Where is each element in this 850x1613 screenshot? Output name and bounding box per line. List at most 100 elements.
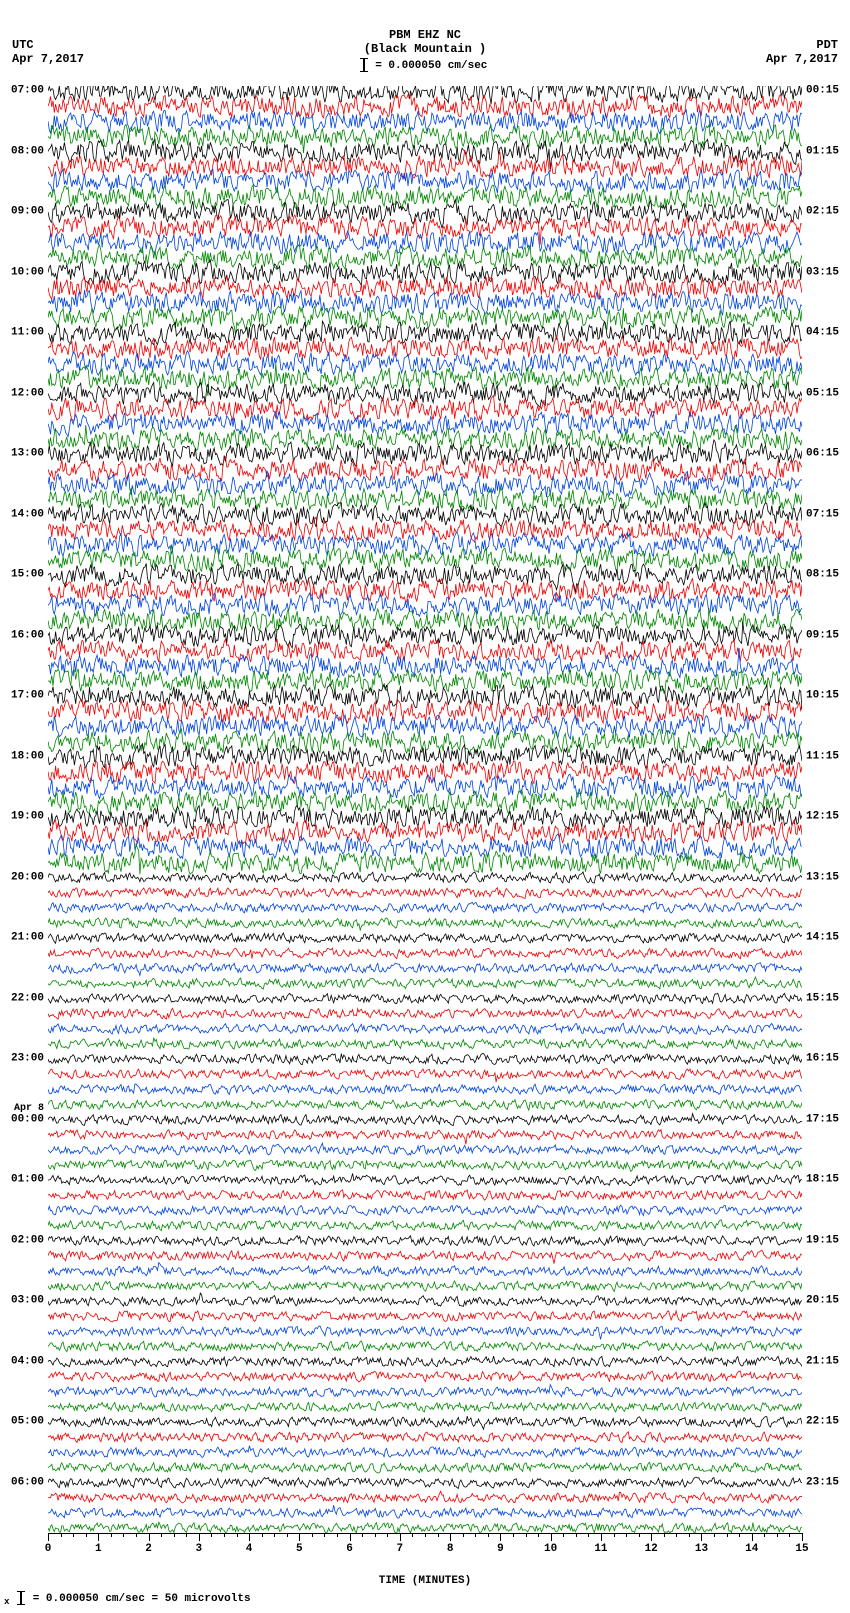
utc-hour-label: 19:00 — [0, 812, 44, 823]
x-minor-tick — [563, 1533, 564, 1537]
x-minor-tick — [475, 1533, 476, 1537]
x-minor-tick — [324, 1533, 325, 1537]
x-major-tick — [149, 1533, 150, 1541]
x-minor-tick — [86, 1533, 87, 1537]
x-tick-label: 15 — [795, 1543, 808, 1555]
utc-hour-label: 23:00 — [0, 1054, 44, 1065]
x-major-tick — [249, 1533, 250, 1541]
utc-hour-label: 15:00 — [0, 570, 44, 581]
x-minor-tick — [438, 1533, 439, 1537]
x-major-tick — [299, 1533, 300, 1541]
pdt-hour-label: 23:15 — [806, 1477, 850, 1488]
x-minor-tick — [73, 1533, 74, 1537]
pdt-hour-label: 21:15 — [806, 1356, 850, 1367]
pdt-hour-label: 19:15 — [806, 1235, 850, 1246]
footer-text: = 0.000050 cm/sec = 50 microvolts — [33, 1593, 251, 1605]
x-minor-tick — [387, 1533, 388, 1537]
amplitude-scale: = 0.000050 cm/sec — [0, 58, 850, 72]
x-minor-tick — [161, 1533, 162, 1537]
x-major-tick — [601, 1533, 602, 1541]
utc-hour-label: 06:00 — [0, 1477, 44, 1488]
utc-hour-label: 04:00 — [0, 1356, 44, 1367]
seismogram-plot — [48, 86, 802, 1533]
x-minor-tick — [375, 1533, 376, 1537]
x-minor-tick — [777, 1533, 778, 1537]
pdt-hour-label: 07:15 — [806, 509, 850, 520]
pdt-hour-label: 10:15 — [806, 691, 850, 702]
header: UTC Apr 7,2017 PDT Apr 7,2017 PBM EHZ NC… — [0, 0, 850, 80]
footer-prefix: x — [4, 1596, 10, 1607]
station-code: PBM EHZ NC — [0, 28, 850, 42]
pdt-hour-label: 18:15 — [806, 1175, 850, 1186]
x-tick-label: 12 — [645, 1543, 658, 1555]
x-minor-tick — [488, 1533, 489, 1537]
utc-hour-label: 08:00 — [0, 146, 44, 157]
x-axis-title: TIME (MINUTES) — [0, 1575, 850, 1587]
pdt-hour-label: 05:15 — [806, 388, 850, 399]
x-minor-tick — [111, 1533, 112, 1537]
x-tick-label: 3 — [195, 1543, 202, 1555]
x-major-tick — [500, 1533, 501, 1541]
utc-hour-label: 02:00 — [0, 1235, 44, 1246]
x-minor-tick — [664, 1533, 665, 1537]
x-tick-label: 11 — [594, 1543, 607, 1555]
x-minor-tick — [337, 1533, 338, 1537]
seismogram-svg — [48, 86, 802, 1533]
x-minor-tick — [211, 1533, 212, 1537]
helicorder-container: UTC Apr 7,2017 PDT Apr 7,2017 PBM EHZ NC… — [0, 0, 850, 1613]
scale-bar-icon — [363, 58, 365, 72]
x-minor-tick — [764, 1533, 765, 1537]
x-minor-tick — [513, 1533, 514, 1537]
footer-scale: x = 0.000050 cm/sec = 50 microvolts — [4, 1591, 251, 1607]
x-minor-tick — [739, 1533, 740, 1537]
x-minor-tick — [274, 1533, 275, 1537]
x-minor-tick — [463, 1533, 464, 1537]
x-minor-tick — [123, 1533, 124, 1537]
utc-hour-label: 03:00 — [0, 1296, 44, 1307]
x-minor-tick — [224, 1533, 225, 1537]
x-minor-tick — [312, 1533, 313, 1537]
x-minor-tick — [174, 1533, 175, 1537]
utc-hour-label: 12:00 — [0, 388, 44, 399]
x-minor-tick — [412, 1533, 413, 1537]
utc-hour-label: 21:00 — [0, 933, 44, 944]
x-minor-tick — [789, 1533, 790, 1537]
utc-hour-label: 07:00 — [0, 86, 44, 97]
x-minor-tick — [639, 1533, 640, 1537]
pdt-hour-label: 01:15 — [806, 146, 850, 157]
left-day-break-label: Apr 8 — [0, 1104, 44, 1114]
pdt-hour-label: 17:15 — [806, 1114, 850, 1125]
pdt-hour-label: 11:15 — [806, 751, 850, 762]
x-major-tick — [400, 1533, 401, 1541]
utc-hour-label: 00:00 — [0, 1114, 44, 1125]
pdt-hour-label: 04:15 — [806, 328, 850, 339]
utc-hour-label: 05:00 — [0, 1417, 44, 1428]
pdt-hour-label: 14:15 — [806, 933, 850, 944]
x-minor-tick — [576, 1533, 577, 1537]
x-tick-label: 14 — [745, 1543, 758, 1555]
x-tick-label: 10 — [544, 1543, 557, 1555]
x-minor-tick — [538, 1533, 539, 1537]
x-minor-tick — [727, 1533, 728, 1537]
x-major-tick — [48, 1533, 49, 1541]
x-major-tick — [350, 1533, 351, 1541]
utc-hour-label: 22:00 — [0, 993, 44, 1004]
utc-hour-label: 01:00 — [0, 1175, 44, 1186]
utc-hour-label: 10:00 — [0, 267, 44, 278]
utc-hour-label: 13:00 — [0, 449, 44, 460]
pdt-hour-labels: 00:1501:1502:1503:1504:1505:1506:1507:15… — [802, 86, 850, 1533]
pdt-hour-label: 03:15 — [806, 267, 850, 278]
pdt-hour-label: 06:15 — [806, 449, 850, 460]
pdt-hour-label: 16:15 — [806, 1054, 850, 1065]
x-minor-tick — [626, 1533, 627, 1537]
x-tick-label: 9 — [497, 1543, 504, 1555]
x-minor-tick — [186, 1533, 187, 1537]
x-minor-tick — [714, 1533, 715, 1537]
pdt-hour-label: 22:15 — [806, 1417, 850, 1428]
x-major-tick — [199, 1533, 200, 1541]
x-minor-tick — [526, 1533, 527, 1537]
x-major-tick — [450, 1533, 451, 1541]
x-minor-tick — [237, 1533, 238, 1537]
x-tick-label: 2 — [145, 1543, 152, 1555]
x-minor-tick — [362, 1533, 363, 1537]
